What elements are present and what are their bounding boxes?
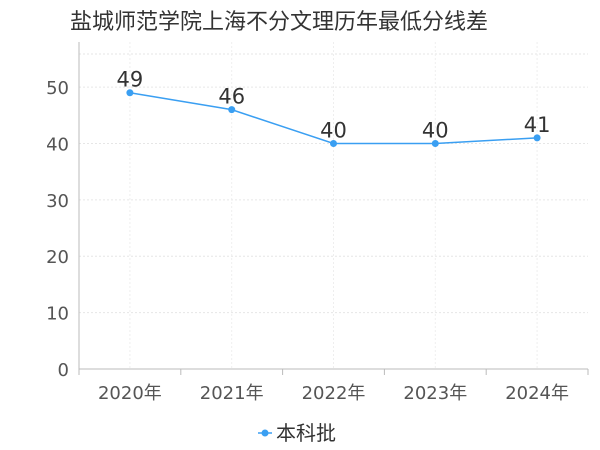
x-tick-label: 2023年 [403,383,467,404]
data-point [431,139,439,147]
data-point [228,106,236,114]
data-label: 46 [218,85,245,109]
data-point [330,139,337,147]
x-tick-label: 2024年 [505,383,569,404]
y-tick-label: 20 [46,247,69,268]
y-tick-label: 50 [46,78,69,99]
y-tick-label: 0 [58,360,69,381]
legend[interactable]: 本科批 [258,421,336,445]
data-point [533,134,541,142]
x-tick-labels: 2020年 2021年 2022年 2023年 2024年 [98,383,569,404]
data-label: 40 [320,118,347,142]
data-label: 40 [422,118,449,142]
data-label: 49 [117,68,144,92]
data-labels: 49 46 40 40 41 [117,68,551,143]
grid-lines [79,42,588,369]
legend-marker-icon [261,429,269,437]
legend-item[interactable]: 本科批 [258,421,336,445]
y-tick-label: 40 [46,134,69,155]
data-label: 41 [524,113,551,137]
data-points [126,89,541,147]
x-tick-label: 2020年 [98,383,162,404]
y-tick-labels: 0 10 20 30 40 50 [46,78,69,381]
y-tick-label: 10 [46,304,69,325]
y-tick-label: 30 [46,191,69,212]
x-tick-label: 2021年 [200,383,264,404]
data-point [126,89,134,97]
chart-title: 盐城师范学院上海不分文理历年最低分线差 [70,10,489,35]
legend-label: 本科批 [276,421,336,445]
axes [78,42,589,375]
x-tick-label: 2022年 [302,383,366,404]
